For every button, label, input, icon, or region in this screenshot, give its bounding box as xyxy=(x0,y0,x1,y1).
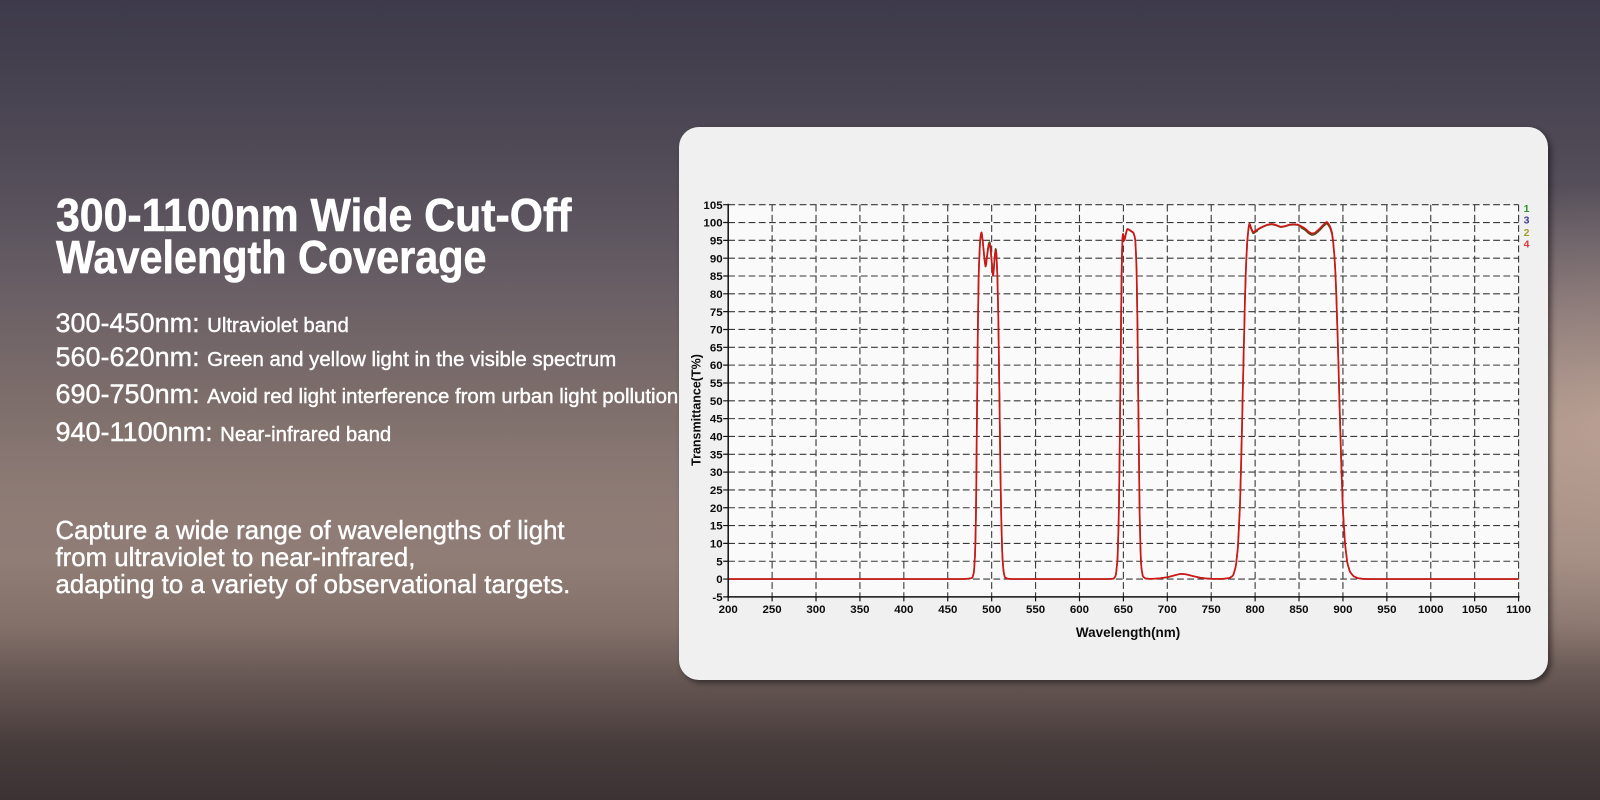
svg-text:1: 1 xyxy=(1524,204,1530,215)
svg-text:20: 20 xyxy=(710,503,723,515)
svg-text:950: 950 xyxy=(1378,604,1397,616)
svg-text:800: 800 xyxy=(1246,604,1265,616)
svg-text:2: 2 xyxy=(1524,228,1530,239)
svg-text:25: 25 xyxy=(710,485,723,497)
svg-text:60: 60 xyxy=(710,360,723,372)
svg-text:450: 450 xyxy=(939,604,958,616)
svg-text:250: 250 xyxy=(763,604,782,616)
svg-text:1100: 1100 xyxy=(1506,604,1531,616)
svg-text:30: 30 xyxy=(710,467,723,479)
svg-text:900: 900 xyxy=(1334,604,1353,616)
svg-text:15: 15 xyxy=(710,521,723,533)
svg-text:650: 650 xyxy=(1114,604,1133,616)
svg-text:65: 65 xyxy=(710,343,723,355)
svg-text:1050: 1050 xyxy=(1462,604,1488,616)
svg-text:550: 550 xyxy=(1026,604,1045,616)
svg-text:100: 100 xyxy=(704,218,723,230)
svg-text:70: 70 xyxy=(710,325,723,337)
svg-text:75: 75 xyxy=(710,307,723,319)
svg-text:850: 850 xyxy=(1290,604,1309,616)
svg-text:10: 10 xyxy=(710,539,723,551)
svg-text:0: 0 xyxy=(717,574,723,586)
svg-text:400: 400 xyxy=(895,604,914,616)
svg-text:3: 3 xyxy=(1524,216,1530,227)
svg-text:500: 500 xyxy=(982,604,1001,616)
svg-text:200: 200 xyxy=(719,604,738,616)
svg-text:90: 90 xyxy=(710,254,723,266)
svg-text:600: 600 xyxy=(1070,604,1089,616)
svg-text:350: 350 xyxy=(851,604,870,616)
svg-text:4: 4 xyxy=(1524,240,1530,251)
svg-text:700: 700 xyxy=(1158,604,1177,616)
svg-text:105: 105 xyxy=(704,200,724,212)
svg-text:Wavelength(nm): Wavelength(nm) xyxy=(1076,625,1180,640)
svg-text:55: 55 xyxy=(710,378,723,390)
svg-text:5: 5 xyxy=(717,557,724,569)
svg-text:50: 50 xyxy=(710,396,723,408)
svg-text:300: 300 xyxy=(807,604,826,616)
svg-text:1000: 1000 xyxy=(1418,604,1444,616)
svg-text:45: 45 xyxy=(710,414,723,426)
svg-text:40: 40 xyxy=(710,432,723,444)
svg-text:85: 85 xyxy=(710,271,723,283)
svg-text:35: 35 xyxy=(710,450,723,462)
svg-text:750: 750 xyxy=(1202,604,1221,616)
svg-text:80: 80 xyxy=(710,289,723,301)
svg-text:Transmittance(T%): Transmittance(T%) xyxy=(690,354,704,466)
svg-text:95: 95 xyxy=(710,236,723,248)
svg-text:-5: -5 xyxy=(713,592,724,604)
